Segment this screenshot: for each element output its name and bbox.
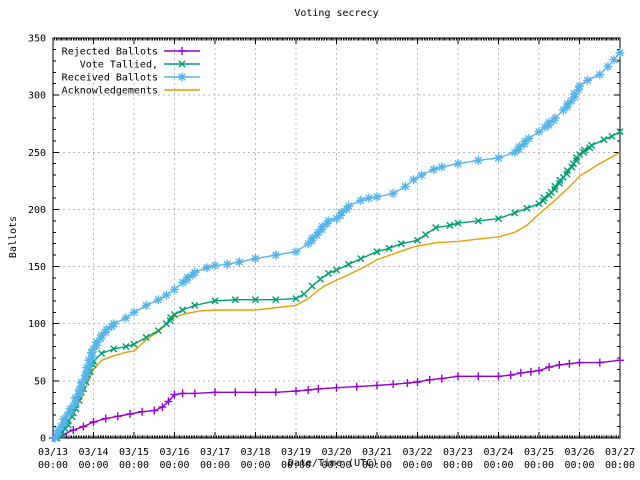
x-tick-sublabel: 00:00 [119, 460, 149, 471]
x-tick-label: 03/24 [483, 447, 513, 458]
x-tick-sublabel: 00:00 [78, 460, 108, 471]
grid-lines [53, 38, 620, 438]
legend-sample-marker-rejected-ballots [178, 47, 186, 55]
x-tick-label: 03/26 [564, 447, 594, 458]
y-tick-label: 200 [28, 205, 46, 216]
x-tick-label: 03/16 [159, 447, 189, 458]
x-tick-sublabel: 00:00 [159, 460, 189, 471]
x-tick-sublabel: 00:00 [200, 460, 230, 471]
x-tick-sublabel: 00:00 [483, 460, 513, 471]
plot-border [52, 37, 621, 439]
series-markers-received-ballots [50, 48, 625, 443]
legend-sample-marker-received-ballots [177, 72, 187, 82]
y-tick-label: 150 [28, 262, 46, 273]
series-line-acknowledgements [56, 151, 621, 439]
y-tick-label: 100 [28, 319, 46, 330]
y-tick-label: 250 [28, 148, 46, 159]
x-tick-sublabel: 00:00 [321, 460, 351, 471]
x-tick-label: 03/20 [321, 447, 351, 458]
x-tick-sublabel: 00:00 [402, 460, 432, 471]
y-tick-label: 350 [28, 34, 46, 45]
x-tick-label: 03/14 [78, 447, 108, 458]
x-tick-label: 03/18 [240, 447, 270, 458]
x-tick-label: 03/21 [362, 447, 392, 458]
y-tick-label: 300 [28, 91, 46, 102]
series-line-received-ballots [54, 52, 621, 439]
x-tick-sublabel: 00:00 [281, 460, 311, 471]
x-tick-label: 03/17 [200, 447, 230, 458]
series-line-vote-tallied [56, 131, 621, 439]
x-tick-label: 03/25 [524, 447, 554, 458]
x-tick-label: 03/23 [443, 447, 473, 458]
x-tick-sublabel: 00:00 [362, 460, 392, 471]
legend-label-received-ballots: Received Ballots [62, 73, 158, 84]
x-tick-label: 03/27 [605, 447, 635, 458]
x-tick-label: 03/22 [402, 447, 432, 458]
y-tick-label: 50 [34, 376, 46, 387]
x-tick-sublabel: 00:00 [524, 460, 554, 471]
x-tick-sublabel: 00:00 [605, 460, 635, 471]
series-markers-vote-tallied [53, 128, 624, 442]
legend-label-vote-tallied: Vote Tallied, [80, 60, 158, 71]
x-tick-label: 03/13 [38, 447, 68, 458]
x-tick-sublabel: 00:00 [443, 460, 473, 471]
x-tick-sublabel: 00:00 [240, 460, 270, 471]
x-tick-sublabel: 00:00 [38, 460, 68, 471]
x-tick-sublabel: 00:00 [564, 460, 594, 471]
legend-sample-marker-vote-tallied [178, 60, 186, 68]
x-tick-label: 03/15 [119, 447, 149, 458]
legend-label-acknowledgements: Acknowledgements [62, 86, 158, 97]
legend-label-rejected-ballots: Rejected Ballots [62, 47, 158, 58]
x-tick-label: 03/19 [281, 447, 311, 458]
y-tick-label: 0 [40, 434, 46, 445]
